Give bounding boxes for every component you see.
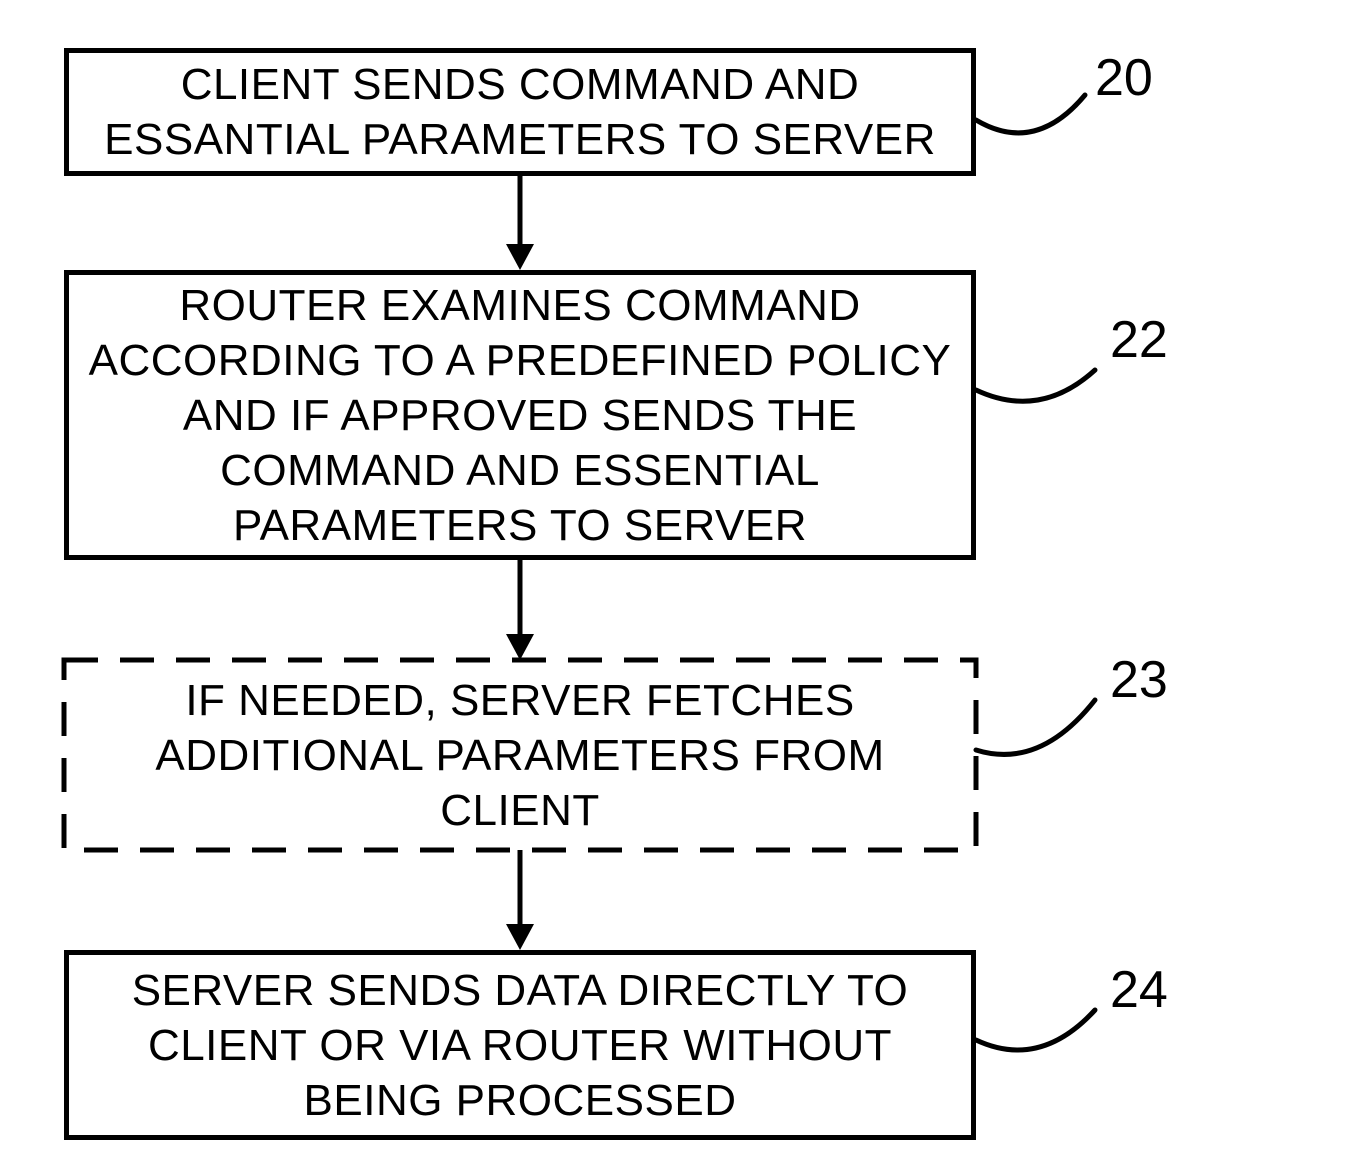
flow-node-router-examines: ROUTER EXAMINES COMMAND ACCORDING TO A P…: [64, 270, 976, 560]
ref-label-24: 24: [1110, 960, 1168, 1020]
flow-node-server-fetches: IF NEEDED, SERVER FETCHES ADDITIONAL PAR…: [64, 660, 976, 850]
flow-node-client-sends: CLIENT SENDS COMMAND AND ESSANTIAL PARAM…: [64, 48, 976, 176]
ref-label-20: 20: [1095, 48, 1153, 108]
flow-node-text: SERVER SENDS DATA DIRECTLY TO CLIENT OR …: [69, 963, 971, 1128]
ref-label-22: 22: [1110, 310, 1168, 370]
flow-node-server-sends: SERVER SENDS DATA DIRECTLY TO CLIENT OR …: [64, 950, 976, 1140]
flow-node-text: CLIENT SENDS COMMAND AND ESSANTIAL PARAM…: [69, 57, 971, 167]
flow-node-text: IF NEEDED, SERVER FETCHES ADDITIONAL PAR…: [64, 673, 976, 838]
ref-label-23: 23: [1110, 650, 1168, 710]
flow-node-text: ROUTER EXAMINES COMMAND ACCORDING TO A P…: [69, 278, 971, 553]
